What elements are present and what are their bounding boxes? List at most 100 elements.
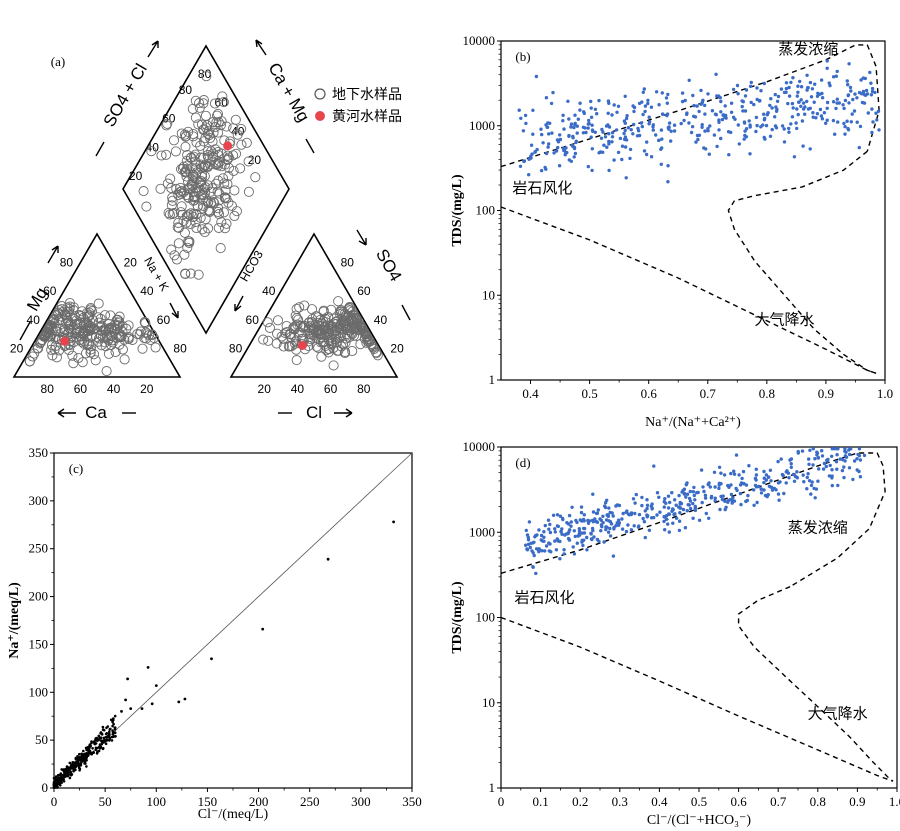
data-point-outlier: [146, 666, 150, 669]
data-point: [763, 116, 767, 121]
data-point: [727, 153, 731, 157]
data-point: [693, 506, 697, 510]
data-point: [582, 526, 586, 531]
groundwater-point: [318, 316, 329, 327]
groundwater-point: [223, 171, 234, 182]
data-point: [636, 129, 641, 133]
data-point: [655, 491, 660, 495]
data-point: [703, 496, 708, 500]
data-point: [857, 447, 862, 451]
data-point: [586, 521, 591, 525]
data-point: [601, 514, 605, 518]
data-point: [672, 512, 676, 517]
data-point: [738, 491, 743, 496]
data-point: [640, 495, 644, 500]
x-tick-label: 350: [402, 794, 422, 809]
data-point: [624, 138, 629, 142]
groundwater-point: [184, 183, 195, 194]
data-point: [709, 496, 713, 500]
data-point: [666, 180, 670, 184]
data-point: [665, 101, 669, 105]
data-point: [712, 470, 717, 474]
groundwater-point: [155, 183, 166, 194]
groundwater-point: [333, 296, 344, 307]
gibbs-boundary-curve: [500, 206, 877, 374]
data-point: [683, 526, 688, 530]
data-point: [660, 91, 664, 95]
legend-open-circle-marker: [314, 88, 326, 100]
ca-axis-arrow: [57, 408, 76, 418]
data-point: [808, 80, 813, 85]
data-point: [714, 72, 718, 77]
data-point: [828, 83, 832, 88]
data-point: [545, 125, 550, 129]
data-point: [662, 505, 666, 509]
hco3-tick: 80: [229, 341, 243, 355]
data-point: [112, 722, 115, 726]
data-point: [807, 462, 811, 466]
data-point: [736, 123, 740, 127]
data-point: [534, 74, 539, 79]
data-point: [774, 126, 779, 130]
groundwater-point: [307, 314, 318, 325]
data-point: [685, 509, 689, 513]
data-point: [845, 79, 849, 83]
groundwater-point: [101, 366, 112, 377]
groundwater-point: [278, 333, 289, 344]
data-point: [742, 482, 746, 486]
groundwater-point: [194, 98, 205, 109]
so4-cl-axis-dash: [95, 141, 105, 157]
data-point: [539, 168, 544, 173]
data-point: [749, 80, 753, 85]
ca-tick: 40: [107, 382, 121, 396]
data-point: [843, 447, 847, 451]
groundwater-point: [262, 317, 273, 328]
data-point: [770, 488, 775, 492]
groundwater-point: [181, 167, 192, 178]
data-point: [686, 503, 690, 507]
data-point: [596, 508, 600, 512]
data-point: [681, 507, 686, 512]
groundwater-point: [213, 127, 224, 138]
x-tick-label: 0.4: [651, 794, 668, 809]
groundwater-point: [176, 201, 187, 212]
groundwater-point: [347, 345, 358, 357]
data-point: [754, 467, 758, 471]
data-point: [766, 111, 770, 115]
data-point: [625, 114, 629, 118]
data-point: [657, 495, 661, 499]
data-point: [623, 135, 628, 139]
data-point: [615, 110, 619, 115]
data-point: [731, 115, 736, 120]
data-point: [682, 118, 686, 123]
ca-tick: 20: [140, 382, 154, 396]
mg-tick: 20: [10, 341, 24, 355]
data-point: [560, 532, 564, 536]
data-point: [56, 780, 60, 784]
data-point: [586, 122, 590, 126]
data-point: [691, 93, 695, 98]
data-point: [682, 492, 687, 496]
x-ticks: 0 0.1 0.2 0.3 0.4 0.5 0.6 0.7 0.8 0.9 1.0: [498, 788, 900, 809]
data-point: [589, 115, 594, 120]
groundwater-point: [203, 152, 214, 163]
na-k-tick: 60: [157, 313, 171, 327]
data-point: [608, 534, 613, 538]
data-point: [835, 69, 839, 74]
y-tick-label: 200: [29, 589, 49, 604]
data-point: [720, 117, 725, 122]
data-point: [551, 90, 555, 95]
data-point: [796, 90, 800, 95]
data-point: [642, 149, 647, 153]
yellow-river-point: [60, 336, 70, 346]
data-point: [691, 516, 695, 520]
groundwater-point: [326, 332, 337, 343]
groundwater-point: [165, 173, 176, 184]
data-point: [795, 475, 799, 480]
data-point: [60, 781, 63, 784]
data-point: [626, 523, 630, 527]
mg-axis-dash: [19, 321, 31, 341]
data-point: [704, 511, 708, 516]
yellow-river-samples: [60, 141, 307, 350]
